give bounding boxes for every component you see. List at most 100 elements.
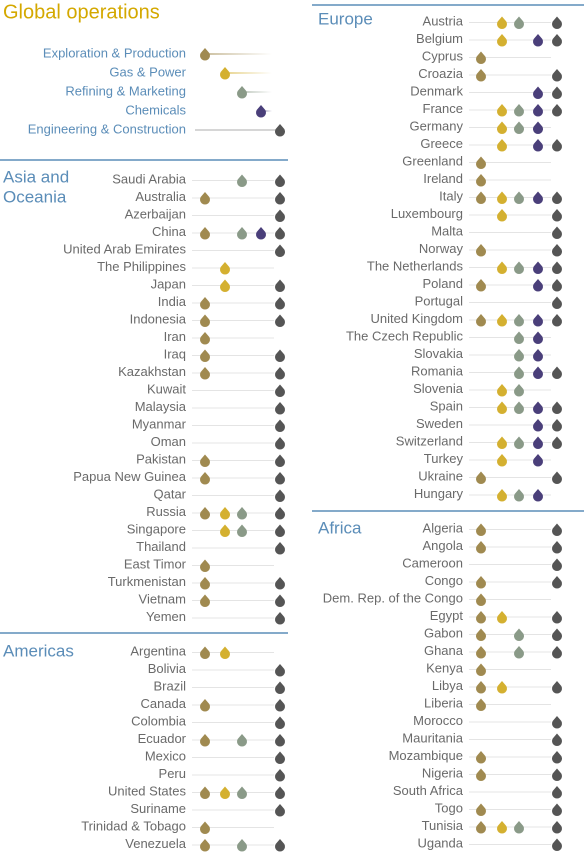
dot [475, 279, 486, 292]
country-name: Denmark [410, 83, 463, 98]
dot [275, 419, 285, 433]
country-name: Togo [435, 800, 463, 815]
dot [275, 384, 285, 398]
dot [552, 523, 562, 537]
dot [475, 628, 486, 642]
dot [497, 261, 507, 275]
dot [533, 279, 543, 292]
country-name: China [152, 224, 187, 239]
country-name: Mexico [145, 748, 186, 763]
dot [497, 401, 507, 415]
dot [514, 331, 524, 345]
country-name: Malta [431, 223, 464, 238]
dot [275, 786, 285, 800]
dot [514, 646, 524, 659]
country-name: Switzerland [396, 433, 463, 448]
dot [552, 314, 562, 327]
dot [552, 401, 562, 415]
country-name: Russia [146, 504, 187, 519]
country-name: Venezuela [125, 836, 186, 851]
country-name: Austria [423, 13, 464, 28]
dot [533, 489, 543, 502]
country-name: Kuwait [147, 381, 186, 396]
dot [199, 559, 210, 573]
country-name: Cyprus [422, 48, 464, 63]
legend-line [261, 110, 272, 112]
region-label: Americas [3, 641, 74, 660]
country-name: Belgium [416, 31, 463, 46]
dot [533, 121, 543, 135]
dot [275, 542, 285, 555]
country-name: Libya [432, 678, 464, 693]
country-name: Slovakia [414, 346, 464, 361]
country-name: The Philippines [97, 259, 186, 274]
dot [533, 139, 543, 152]
dot [199, 314, 210, 328]
dot [199, 332, 210, 345]
dot [475, 821, 486, 834]
country-name: South Africa [393, 783, 464, 798]
country-name: Iraq [164, 346, 186, 361]
dot [275, 174, 285, 188]
dot [475, 523, 486, 537]
country-name: Kazakhstan [118, 364, 186, 379]
country-name: Morocco [413, 713, 463, 728]
dot [497, 384, 507, 397]
dot [237, 174, 248, 188]
dot [200, 646, 210, 660]
dot [275, 402, 285, 415]
dot [475, 191, 486, 205]
dot [275, 716, 285, 730]
dot [200, 821, 210, 835]
dot [275, 699, 285, 712]
country-name: Sweden [416, 416, 463, 431]
dot [552, 611, 562, 624]
dot [514, 366, 524, 380]
dot [533, 261, 543, 275]
country-name: Luxembourg [391, 206, 463, 221]
dot [237, 734, 248, 747]
country-name: Dem. Rep. of the Congo [323, 590, 463, 605]
country-name: Ecuador [138, 731, 187, 746]
dot [497, 121, 507, 135]
dot [219, 262, 230, 275]
dot [275, 577, 285, 590]
dot [200, 839, 210, 852]
country-name: Croazia [418, 66, 464, 81]
dot [275, 454, 285, 468]
dot [552, 558, 562, 572]
country-name: Poland [423, 276, 463, 291]
dot [552, 16, 562, 30]
legend-label: Chemicals [125, 102, 186, 117]
dot [475, 576, 486, 589]
dot [220, 786, 230, 800]
dot [275, 209, 285, 223]
dot [497, 454, 507, 467]
dot [199, 472, 210, 485]
title: Global operations [3, 1, 160, 23]
country-name: Bolivia [148, 661, 187, 676]
country-name: Colombia [131, 713, 187, 728]
region-label: Africa [318, 518, 362, 537]
dot [220, 67, 230, 80]
dot [275, 244, 285, 258]
region-label: Asia and [3, 167, 69, 186]
dot [533, 86, 543, 100]
dot [275, 804, 285, 817]
dot [497, 436, 507, 450]
country-name: East Timor [124, 556, 187, 571]
dot [497, 314, 507, 327]
dot [475, 768, 486, 782]
dot [497, 139, 507, 152]
dot [200, 734, 210, 747]
dot [256, 227, 266, 240]
dot [275, 507, 285, 520]
country-name: United States [108, 783, 187, 798]
country-name: Trinidad & Tobago [81, 818, 186, 833]
dot [497, 16, 507, 30]
region-label: Europe [318, 9, 373, 28]
dot [514, 489, 524, 502]
country-name: Qatar [153, 486, 186, 501]
dot [275, 594, 285, 608]
